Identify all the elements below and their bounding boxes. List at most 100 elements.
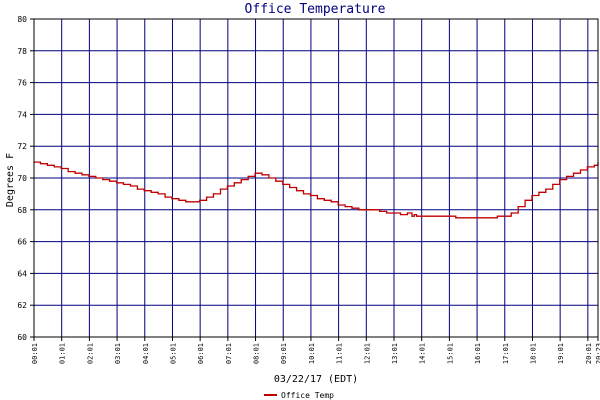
data-point [212,193,215,195]
data-point [88,175,90,177]
y-tick-label: 64 [17,269,27,278]
x-tick-label: 19:01 [557,343,565,364]
chart-title: Office Temperature [245,2,386,17]
data-point [129,185,132,187]
data-point [219,188,222,190]
data-point [330,201,332,203]
data-point [109,180,111,182]
x-tick-label: 18:01 [529,343,537,364]
data-point [406,212,408,214]
data-point [482,217,485,219]
data-point [275,180,277,182]
data-point [185,201,187,203]
data-point [39,163,42,165]
data-point [365,209,367,211]
x-tick-label: 20:01 [585,343,593,364]
data-point [469,217,471,219]
data-point [455,217,457,219]
series-layer [33,161,599,219]
data-point [136,188,138,190]
data-point [268,177,270,179]
x-tick-label: 13:01 [391,343,399,364]
y-tick-label: 68 [17,206,27,215]
x-tick-label: 05:01 [169,343,177,364]
data-point [337,204,339,206]
data-point [559,179,561,181]
data-point [95,177,97,179]
x-tick-label: 04:01 [142,343,150,364]
data-point [531,194,533,197]
x-tick-label: 16:01 [474,343,482,364]
x-tick-label: 10:01 [308,343,316,364]
data-point [282,183,284,185]
x-axis-ticks: 00:01 01:01 02:01 03:01 04:01 05:01 06:01 07:01… [31,337,600,364]
data-point [316,198,318,200]
data-point [192,201,194,203]
data-point [46,164,49,166]
x-tick-label: 12:01 [363,343,371,364]
data-point [392,212,395,214]
data-point [150,191,152,193]
data-point [296,190,298,192]
x-tick-label: 20:23 [595,343,600,364]
legend: Office Temp [264,391,334,400]
data-point [351,207,353,209]
data-point [545,188,547,190]
x-axis-label: 03/22/17 (EDT) [274,374,358,385]
data-point [386,212,388,214]
legend-label: Office Temp [281,391,334,400]
data-point [206,196,208,198]
data-point [566,175,568,177]
x-tick-label: 02:01 [86,343,94,364]
data-point [157,193,159,195]
data-point [586,166,589,168]
data-point [416,215,418,217]
data-point [517,206,519,208]
data-point [247,175,249,177]
y-axis-ticks: 60 62 64 66 68 70 72 74 76 78 80 [17,15,34,342]
data-point [102,179,104,181]
data-point [309,194,312,197]
data-point [254,172,256,174]
x-tick-label: 09:01 [280,343,288,364]
data-point [462,217,464,219]
data-point [552,183,554,185]
data-point [122,183,125,185]
data-point [171,198,173,200]
y-tick-label: 62 [17,301,27,310]
x-tick-label: 17:01 [502,343,510,364]
data-point [323,199,325,201]
data-point [441,215,443,217]
data-point [593,164,595,166]
data-point [434,215,436,217]
data-point [143,190,145,192]
y-tick-label: 78 [17,47,27,56]
y-tick-label: 80 [17,15,27,24]
x-tick-label: 00:01 [31,343,39,364]
x-tick-label: 07:01 [225,343,233,364]
data-point [489,217,492,219]
data-point [233,182,235,184]
data-point [53,166,55,168]
y-tick-label: 70 [17,174,27,183]
x-tick-label: 15:01 [446,343,454,364]
x-tick-label: 11:01 [336,343,344,364]
data-point [178,199,180,201]
x-tick-label: 08:01 [253,343,261,364]
series-line [34,161,599,219]
data-point [510,212,512,214]
data-point [372,209,374,211]
y-tick-label: 76 [17,79,27,88]
data-point [302,193,305,195]
data-point [81,174,83,176]
y-tick-label: 72 [17,142,27,151]
y-tick-label: 60 [17,333,27,342]
data-point [420,215,422,217]
plot-frame [33,18,599,338]
data-point [496,215,498,217]
data-point [261,174,263,176]
y-axis-label: Degrees F [5,153,16,207]
data-point [226,185,228,187]
data-point [67,171,69,173]
